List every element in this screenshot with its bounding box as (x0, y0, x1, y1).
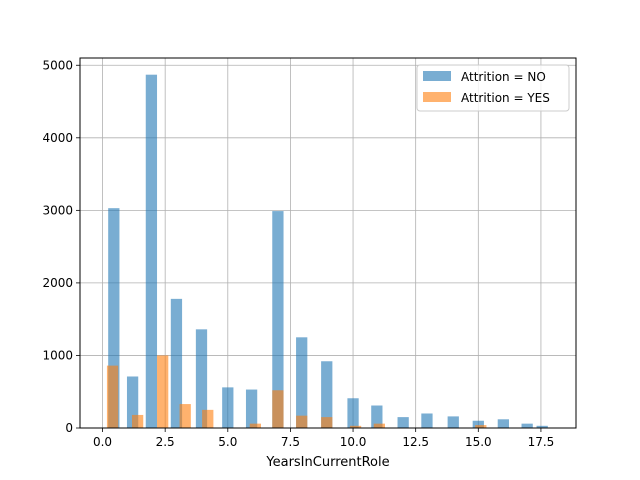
y-tick-label: 3000 (42, 203, 73, 217)
bar (397, 417, 409, 428)
legend-swatch (423, 92, 451, 102)
bar (296, 337, 308, 428)
bar (131, 414, 144, 428)
bar (472, 420, 484, 428)
bar (371, 405, 383, 428)
y-tick-label: 2000 (42, 276, 73, 290)
bar (195, 329, 208, 428)
bar (126, 376, 139, 428)
y-tick-label: 1000 (42, 348, 73, 362)
x-tick-label: 17.5 (528, 435, 555, 449)
bar (145, 74, 158, 428)
bar (447, 416, 459, 428)
bar (272, 390, 284, 428)
bar (347, 398, 359, 428)
bar (202, 409, 214, 428)
bar (373, 423, 385, 428)
legend-label: Attrition = NO (461, 70, 546, 84)
bar (536, 425, 548, 428)
x-tick-label: 10.0 (340, 435, 367, 449)
bar (475, 425, 487, 428)
bar (249, 423, 261, 428)
bar (521, 423, 533, 428)
x-tick-label: 7.5 (281, 435, 300, 449)
x-tick-label: 15.0 (465, 435, 492, 449)
bars-layer (106, 74, 548, 428)
legend: Attrition = NO Attrition = YES (416, 64, 570, 112)
bar (106, 365, 119, 428)
bar (170, 298, 183, 428)
bar (108, 208, 120, 428)
x-tick-label: 12.5 (402, 435, 429, 449)
bar (245, 389, 258, 428)
bar (321, 361, 333, 428)
bar (272, 211, 284, 428)
bar (497, 419, 509, 428)
bar (321, 417, 333, 428)
bar (222, 387, 234, 428)
bar (421, 413, 433, 428)
y-tick-label: 5000 (42, 58, 73, 72)
series-attrition-no (108, 74, 548, 428)
tick-layer: 0.0 2.5 5.0 7.5 10.0 12.5 15.0 17.5 0 1000 2000 300… (42, 58, 554, 449)
y-tick-label: 4000 (42, 131, 73, 145)
bar (157, 355, 169, 428)
plot-frame (79, 57, 577, 429)
x-tick-label: 0.0 (93, 435, 112, 449)
y-tick-label: 0 (65, 421, 73, 435)
legend-label: Attrition = YES (461, 91, 550, 105)
legend-swatch (423, 71, 451, 81)
x-axis-label: YearsInCurrentRole (265, 455, 389, 470)
bar (179, 404, 191, 428)
x-tick-label: 2.5 (156, 435, 175, 449)
bar (349, 425, 362, 428)
x-tick-label: 5.0 (218, 435, 237, 449)
bar (296, 415, 308, 428)
legend-box (416, 64, 570, 112)
series-attrition-yes (106, 355, 487, 428)
